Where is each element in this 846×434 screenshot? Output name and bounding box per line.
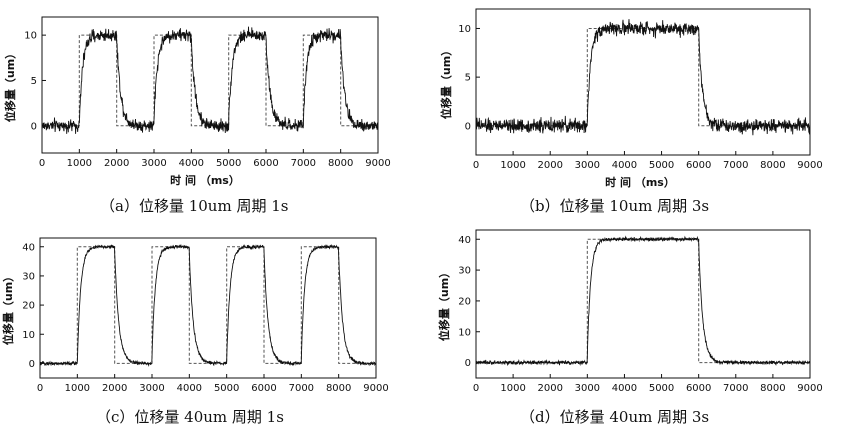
panel-d-x-tick-label: 2000 xyxy=(537,383,562,394)
panel-d-x-tick-label: 4000 xyxy=(612,383,637,394)
panel-a-x-tick-label: 7000 xyxy=(291,158,316,169)
panel-d-ylabel: 位移量（um） xyxy=(437,267,451,341)
panel-b-xlabel: 时 间 （ms） xyxy=(605,175,675,189)
panel-c-x-tick-label: 8000 xyxy=(326,383,351,394)
panel-a-x-tick-label: 6000 xyxy=(253,158,278,169)
panel-a-signal-path xyxy=(41,26,379,134)
panel-d-frame xyxy=(475,229,811,379)
panel-c-reference-path xyxy=(40,246,376,364)
panel-c-x-tick-label: 3000 xyxy=(139,383,164,394)
panel-b-frame xyxy=(475,8,811,156)
panel-a-y-tick-label: 5 xyxy=(31,76,37,87)
panel-d-y-tick-label: 20 xyxy=(458,296,471,307)
panel-b-x-tick-label: 1000 xyxy=(500,160,525,171)
panel-d-y-tick-label: 30 xyxy=(458,266,471,277)
panel-c-y-tick-label: 0 xyxy=(29,359,35,370)
panel-a-x-tick-label: 9000 xyxy=(365,158,390,169)
panel-a-x-tick-label: 1000 xyxy=(67,158,92,169)
panel-a-caption: （a）位移量 10um 周期 1s xyxy=(100,197,288,215)
panel-b-x-tick-label: 5000 xyxy=(649,160,674,171)
panel-a-x-tick-label: 0 xyxy=(39,158,45,169)
panel-b-y-tick-label: 10 xyxy=(458,24,471,35)
panel-b-x-tick-label: 3000 xyxy=(575,160,600,171)
panel-b: 0 1000 2000 3000 4000 5000 6000 7000 8000 9000 0 5… xyxy=(439,8,823,215)
panel-c-y-tick-label: 20 xyxy=(22,301,35,312)
panel-a-x-tick-label: 5000 xyxy=(216,158,241,169)
panel-a-x-tick-label: 2000 xyxy=(104,158,129,169)
panel-c-y-tick-label: 40 xyxy=(22,242,35,253)
panel-d-x-tick-label: 6000 xyxy=(686,383,711,394)
panel-a: 0 1000 2000 3000 4000 5000 6000 7000 8000 9000 0 5… xyxy=(3,16,391,215)
panel-b-y-ticks: 0 5 10 xyxy=(458,24,480,132)
panel-c-x-tick-label: 7000 xyxy=(289,383,314,394)
panel-d-y-tick-label: 40 xyxy=(458,235,471,246)
panel-d-x-tick-label: 1000 xyxy=(500,383,525,394)
panel-a-x-tick-label: 3000 xyxy=(141,158,166,169)
panel-a-xlabel: 时 间 （ms） xyxy=(170,173,240,187)
panel-d: 0 1000 2000 3000 4000 5000 6000 7000 8000 9000 0 1… xyxy=(437,229,823,426)
panel-c-y-tick-label: 10 xyxy=(22,330,35,341)
panel-c-y-tick-label: 30 xyxy=(22,271,35,282)
panel-d-x-tick-label: 9000 xyxy=(797,383,822,394)
panel-d-x-tick-label: 5000 xyxy=(649,383,674,394)
panel-b-x-tick-label: 8000 xyxy=(760,160,785,171)
panel-b-x-tick-label: 2000 xyxy=(537,160,562,171)
panel-b-x-tick-label: 6000 xyxy=(686,160,711,171)
panel-d-reference-line xyxy=(476,238,810,364)
panel-c-y-ticks: 0 10 20 30 40 xyxy=(22,242,44,370)
panel-a-frame xyxy=(41,16,379,154)
panel-d-x-tick-label: 8000 xyxy=(760,383,785,394)
panel-a-reference-path xyxy=(42,34,378,127)
panel-c-x-ticks: 0 1000 2000 3000 4000 5000 6000 7000 8000 9000 xyxy=(37,374,389,394)
panel-b-x-tick-label: 0 xyxy=(473,160,479,171)
panel-a-x-ticks: 0 1000 2000 3000 4000 5000 6000 7000 8000 9000 xyxy=(39,149,391,169)
panel-c-x-tick-label: 9000 xyxy=(363,383,388,394)
panel-d-caption: （d）位移量 40um 周期 3s xyxy=(520,408,709,426)
panel-c-x-tick-label: 5000 xyxy=(214,383,239,394)
panel-a-y-ticks: 0 5 10 xyxy=(24,31,46,132)
panel-a-signal-series xyxy=(41,26,379,134)
panel-c-signal-path xyxy=(39,243,377,367)
panel-c-x-tick-label: 0 xyxy=(37,383,43,394)
panel-a-x-tick-label: 4000 xyxy=(179,158,204,169)
panel-c-ylabel: 位移量（um） xyxy=(1,271,15,345)
panel-b-y-tick-label: 5 xyxy=(465,73,471,84)
panel-b-y-tick-label: 0 xyxy=(465,121,471,132)
panel-b-x-tick-label: 9000 xyxy=(797,160,822,171)
panel-d-y-tick-label: 10 xyxy=(458,327,471,338)
panel-b-ylabel: 位移量（um） xyxy=(439,45,453,119)
panel-c-signal-series xyxy=(39,243,377,367)
panel-b-reference-path xyxy=(476,28,810,127)
panel-c-x-tick-label: 6000 xyxy=(251,383,276,394)
panel-b-signal-series xyxy=(475,19,811,136)
panel-d-signal-series xyxy=(475,235,811,367)
panel-d-y-ticks: 0 10 20 30 40 xyxy=(458,235,480,369)
panel-c-reference-line xyxy=(40,246,376,364)
panel-a-x-tick-label: 8000 xyxy=(328,158,353,169)
panel-c: 0 1000 2000 3000 4000 5000 6000 7000 8000 9000 0 1… xyxy=(1,237,389,426)
panel-b-x-tick-label: 4000 xyxy=(612,160,637,171)
panel-b-x-ticks: 0 1000 2000 3000 4000 5000 6000 7000 8000 9000 xyxy=(473,151,823,171)
panel-a-y-tick-label: 10 xyxy=(24,31,37,42)
panel-b-x-tick-label: 7000 xyxy=(723,160,748,171)
panel-d-y-tick-label: 0 xyxy=(465,358,471,369)
panel-d-signal-path xyxy=(475,235,811,367)
panel-b-caption: （b）位移量 10um 周期 3s xyxy=(520,197,709,215)
panel-c-x-tick-label: 1000 xyxy=(65,383,90,394)
panel-d-reference-path xyxy=(476,238,810,364)
panel-c-x-tick-label: 4000 xyxy=(177,383,202,394)
panel-c-caption: （c）位移量 40um 周期 1s xyxy=(96,408,284,426)
panel-c-frame xyxy=(39,237,377,379)
panel-d-x-tick-label: 7000 xyxy=(723,383,748,394)
panel-c-x-tick-label: 2000 xyxy=(102,383,127,394)
panel-d-x-ticks: 0 1000 2000 3000 4000 5000 6000 7000 8000 9000 xyxy=(473,374,823,394)
panel-d-x-tick-label: 3000 xyxy=(575,383,600,394)
panel-d-x-tick-label: 0 xyxy=(473,383,479,394)
panel-a-y-tick-label: 0 xyxy=(31,121,37,132)
panel-a-ylabel: 位移量（um） xyxy=(3,48,17,122)
panel-b-signal-path xyxy=(475,19,811,136)
panel-a-reference-line xyxy=(42,34,378,127)
panel-b-reference-line xyxy=(476,28,810,127)
